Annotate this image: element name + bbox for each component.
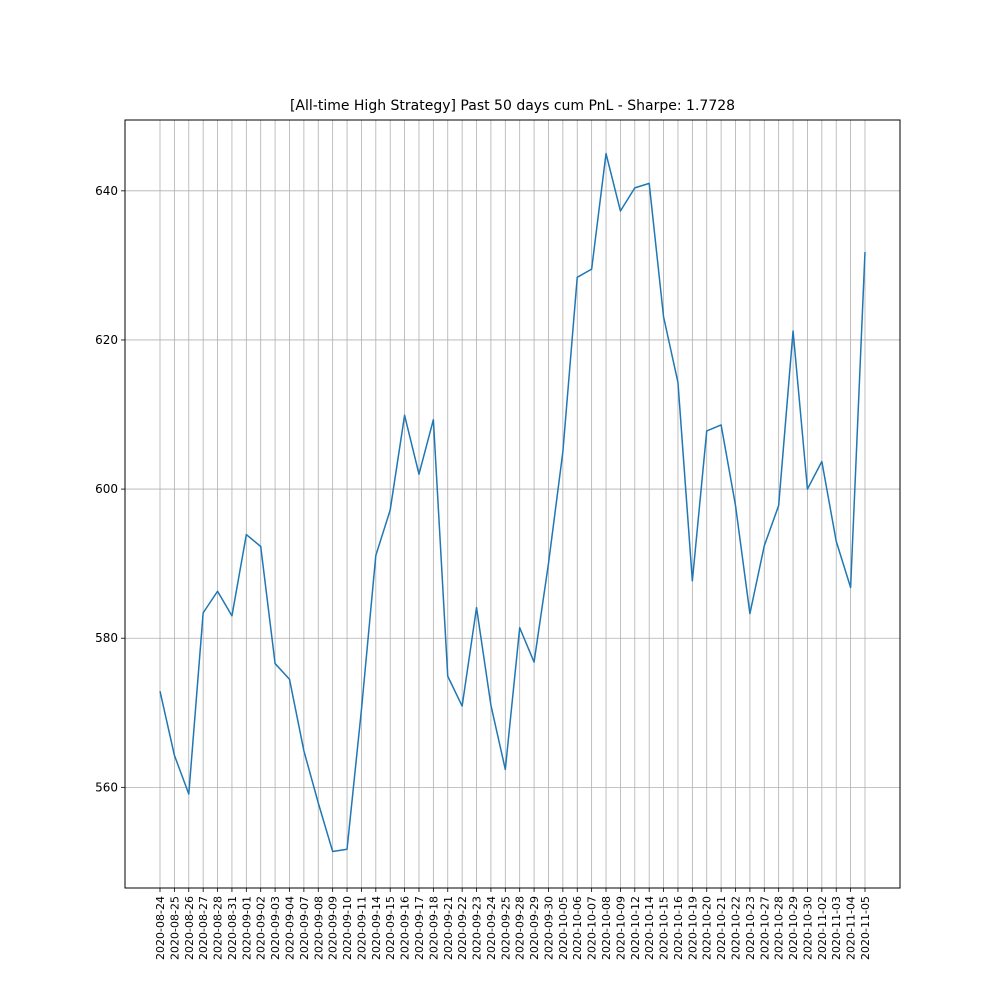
- x-tick-label: 2020-09-09: [327, 896, 340, 960]
- x-tick-label: 2020-10-23: [744, 896, 757, 960]
- x-tick-label: 2020-09-11: [355, 896, 368, 960]
- x-tick-label: 2020-10-19: [686, 896, 699, 960]
- x-tick-label: 2020-10-08: [600, 896, 613, 960]
- x-tick-label: 2020-09-16: [399, 896, 412, 960]
- x-tick-label: 2020-09-08: [312, 896, 325, 960]
- x-tick-label: 2020-08-24: [154, 896, 167, 960]
- x-tick-label: 2020-09-25: [499, 896, 512, 960]
- x-tick-label: 2020-11-02: [816, 896, 829, 960]
- x-tick-label: 2020-10-12: [629, 896, 642, 960]
- x-tick-label: 2020-09-02: [255, 896, 268, 960]
- x-tick-label: 2020-09-15: [384, 896, 397, 960]
- x-tick-label: 2020-11-05: [859, 896, 872, 960]
- x-tick-label: 2020-09-14: [370, 896, 383, 960]
- x-tick-label: 2020-08-31: [226, 896, 239, 960]
- plot-frame: [124, 119, 901, 889]
- y-tick-label: 640: [95, 184, 118, 198]
- x-tick-label: 2020-09-07: [298, 896, 311, 960]
- x-tick-label: 2020-11-03: [830, 896, 843, 960]
- x-tick-label: 2020-10-05: [557, 896, 570, 960]
- y-tick-label: 580: [95, 631, 118, 645]
- x-tick-label: 2020-10-16: [672, 896, 685, 960]
- x-tick-label: 2020-09-29: [528, 896, 541, 960]
- x-tick-label: 2020-09-01: [240, 896, 253, 960]
- x-tick-label: 2020-10-20: [701, 896, 714, 960]
- x-tick-label: 2020-09-23: [471, 896, 484, 960]
- x-tick-label: 2020-08-25: [168, 896, 181, 960]
- x-tick-label: 2020-10-28: [773, 896, 786, 960]
- x-tick-label: 2020-10-06: [571, 896, 584, 960]
- x-tick-label: 2020-10-30: [801, 896, 814, 960]
- x-tick-label: 2020-09-03: [269, 896, 282, 960]
- y-tick-label: 600: [95, 482, 118, 496]
- grid-lines: [125, 120, 900, 888]
- x-tick-label: 2020-09-22: [456, 896, 469, 960]
- x-tick-label: 2020-10-15: [658, 896, 671, 960]
- x-tick-label: 2020-08-28: [212, 896, 225, 960]
- x-tick-label: 2020-08-26: [183, 896, 196, 960]
- x-tick-label: 2020-09-21: [442, 896, 455, 960]
- x-tick-label: 2020-09-18: [427, 896, 440, 960]
- x-tick-label: 2020-09-17: [413, 896, 426, 960]
- x-axis: 2020-08-24 2020-08-25 2020-08-26 2020-08-27…: [154, 888, 872, 960]
- x-tick-label: 2020-10-22: [730, 896, 743, 960]
- x-tick-label: 2020-08-27: [197, 896, 210, 960]
- y-axis: 560 580 600 620 640: [95, 184, 125, 794]
- y-tick-label: 620: [95, 333, 118, 347]
- x-tick-label: 2020-10-29: [787, 896, 800, 960]
- x-tick-label: 2020-11-04: [845, 896, 858, 960]
- x-tick-label: 2020-10-27: [758, 896, 771, 960]
- x-tick-label: 2020-10-09: [614, 896, 627, 960]
- x-tick-label: 2020-09-10: [341, 896, 354, 960]
- x-tick-label: 2020-09-28: [514, 896, 527, 960]
- x-tick-label: 2020-09-04: [283, 896, 296, 960]
- chart-title: [All-time High Strategy] Past 50 days cu…: [290, 98, 735, 114]
- x-tick-label: 2020-10-14: [643, 896, 656, 960]
- x-tick-label: 2020-10-07: [586, 896, 599, 960]
- x-tick-label: 2020-09-24: [485, 896, 498, 960]
- y-tick-label: 560: [95, 780, 118, 794]
- series-line: [159, 152, 866, 853]
- x-tick-label: 2020-10-21: [715, 896, 728, 960]
- x-tick-label: 2020-09-30: [542, 896, 555, 960]
